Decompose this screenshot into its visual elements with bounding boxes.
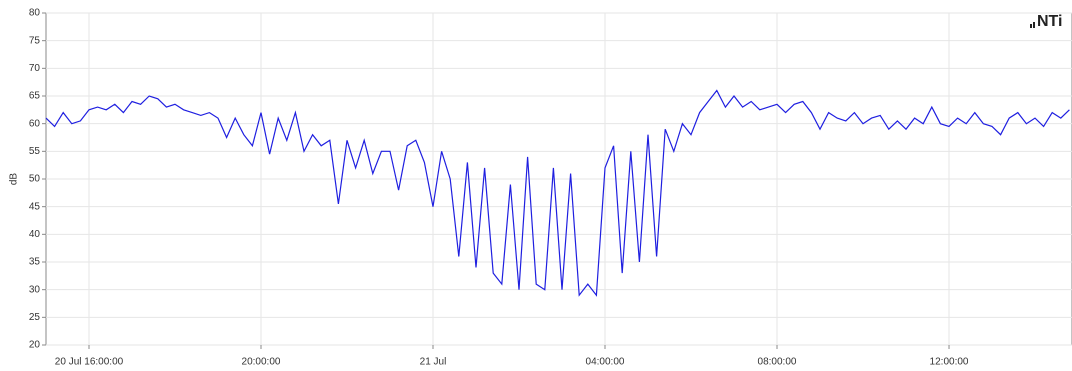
logo-bar: [1033, 22, 1035, 28]
y-tick-label: 70: [29, 63, 41, 74]
y-tick-label: 80: [29, 8, 41, 19]
x-tick-label: 08:00:00: [758, 357, 797, 368]
y-tick-label: 45: [29, 201, 41, 212]
y-tick-label: 75: [29, 35, 41, 46]
y-tick-label: 60: [29, 118, 41, 129]
y-tick-label: 50: [29, 174, 41, 185]
x-tick-label: 21 Jul: [420, 357, 447, 368]
x-tick-label: 12:00:00: [930, 357, 969, 368]
logo-bar: [1030, 24, 1032, 28]
x-tick-label: 04:00:00: [586, 357, 625, 368]
logo-text: NTi: [1037, 13, 1062, 30]
y-tick-label: 25: [29, 312, 41, 323]
logo: NTi: [1030, 13, 1062, 30]
y-axis-label: dB: [9, 173, 20, 186]
x-tick-label: 20 Jul 16:00:00: [55, 357, 124, 368]
y-tick-label: 40: [29, 229, 41, 240]
x-tick-label: 20:00:00: [242, 357, 281, 368]
y-tick-label: 35: [29, 257, 41, 268]
y-tick-label: 30: [29, 284, 41, 295]
y-tick-label: 65: [29, 91, 41, 102]
y-tick-label: 55: [29, 146, 41, 157]
data-line: [45, 89, 1070, 297]
y-tick-label: 20: [29, 340, 41, 351]
